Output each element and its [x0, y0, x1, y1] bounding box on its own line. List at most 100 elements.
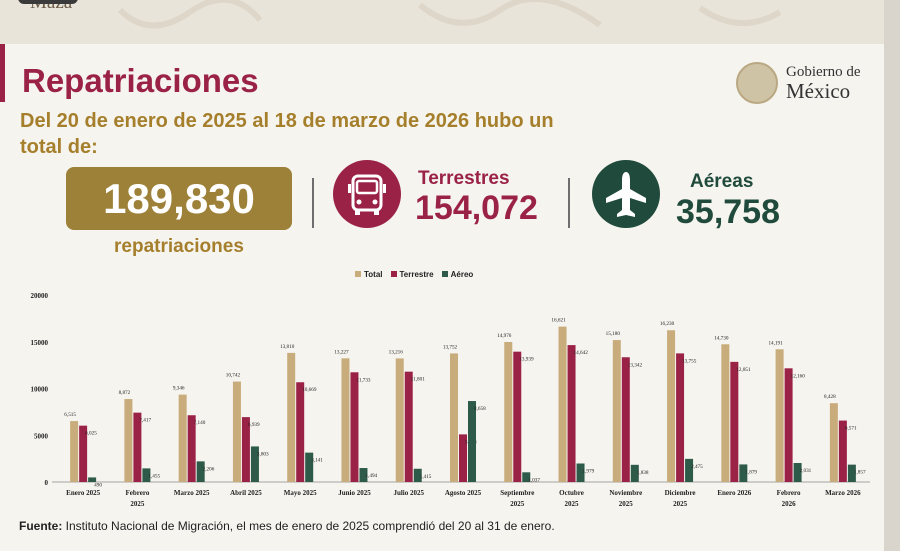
bar-total	[829, 403, 838, 482]
data-label: 7,417	[139, 418, 151, 424]
terrestres-value: 154,072	[415, 189, 538, 227]
bar-terrestre	[730, 361, 739, 482]
data-label: 15,180	[606, 331, 621, 337]
data-label: 16,230	[660, 321, 675, 327]
bar-total	[775, 349, 784, 482]
bar-aereo	[630, 464, 639, 482]
gov-logo-line1: Gobierno de	[786, 63, 861, 80]
source-text: Instituto Nacional de Migración, el mes …	[62, 519, 555, 533]
data-label: 1,415	[420, 474, 432, 480]
data-label: 8,658	[474, 406, 486, 412]
chart-legend: Total Terrestre Aéreo	[355, 270, 473, 279]
legend-label-aereo: Aéreo	[450, 270, 474, 279]
bar-terrestre	[513, 351, 522, 482]
y-tick-label: 20000	[31, 292, 49, 300]
data-label: 1,494	[365, 473, 377, 479]
bar-total	[341, 358, 350, 482]
data-label: 11,733	[356, 377, 370, 383]
aereas-value: 35,758	[676, 193, 780, 231]
x-tick-label: 2026	[782, 500, 797, 508]
source-label: Fuente:	[19, 519, 63, 533]
data-label: 14,642	[574, 350, 589, 356]
seal-icon	[736, 62, 778, 104]
data-label: 13,227	[334, 349, 349, 355]
legend-item-terrestre: Terrestre	[390, 270, 434, 279]
bar-terrestre	[621, 357, 630, 482]
bar-terrestre	[79, 425, 88, 482]
bar-terrestre	[838, 420, 847, 482]
bar-aereo	[522, 472, 531, 482]
bar-terrestre	[350, 372, 359, 482]
data-label: 11,801	[411, 377, 425, 383]
terrestres-label: Terrestres	[418, 168, 510, 189]
x-tick-label: 2025	[619, 500, 634, 508]
data-label: 1,838	[637, 470, 649, 476]
y-tick-label: 0	[45, 479, 49, 487]
x-tick-label: Marzo 2025	[174, 489, 210, 497]
bar-terrestre	[404, 371, 413, 482]
x-tick-label: Noviembre	[609, 489, 642, 497]
data-label: 6,025	[85, 431, 97, 437]
bar-total	[558, 326, 567, 482]
legend-label-terrestre: Terrestre	[399, 270, 434, 279]
bar-terrestre	[241, 417, 250, 482]
data-label: 13,755	[682, 358, 697, 364]
subtitle: Del 20 de enero de 2025 al 18 de marzo d…	[20, 110, 554, 158]
logo-arc-icon	[18, 0, 78, 4]
data-label: 2,475	[691, 464, 703, 470]
bar-total	[178, 394, 187, 482]
x-tick-label: Julio 2025	[393, 489, 424, 497]
data-label: 6,515	[64, 412, 76, 418]
bar-terrestre	[459, 434, 467, 482]
data-label: 7,140	[194, 420, 206, 426]
data-label: 8,872	[119, 390, 131, 396]
bar-total	[232, 381, 241, 482]
y-tick-label: 15000	[31, 339, 49, 347]
data-label: 2,206	[203, 466, 215, 472]
data-label: 16,621	[551, 318, 566, 324]
bar-aereo	[142, 468, 151, 482]
legend-swatch-terrestre	[390, 271, 397, 277]
bar-terrestre	[784, 368, 793, 482]
data-label: 6,939	[248, 422, 260, 428]
total-value: 189,830	[66, 167, 292, 230]
source-note: Fuente: Instituto Nacional de Migración,…	[19, 519, 555, 533]
data-label: 8,428	[824, 394, 836, 400]
data-label: 14,976	[497, 333, 512, 339]
gov-logo-line2: México	[786, 78, 851, 103]
x-tick-label: 2025	[673, 500, 688, 508]
page-title: Repatriaciones	[22, 62, 259, 99]
legend-item-total: Total	[355, 270, 383, 279]
x-tick-label: Agosto 2025	[445, 489, 482, 497]
bar-terrestre	[187, 415, 196, 482]
divider-right	[568, 178, 570, 228]
bar-aereo	[250, 446, 259, 482]
bar-total	[395, 358, 404, 482]
bar-aereo	[196, 461, 205, 482]
x-tick-label: Abril 2025	[230, 489, 262, 497]
bar-terrestre	[296, 382, 305, 482]
gobierno-logo: Gobierno de México	[736, 62, 861, 104]
bar-total	[124, 399, 133, 482]
right-edge	[884, 0, 900, 551]
bar-aereo	[576, 463, 585, 482]
data-label: 14,730	[714, 335, 729, 341]
bar-terrestre	[133, 412, 142, 482]
y-tick-label: 5000	[34, 432, 49, 440]
data-label: 1,879	[745, 469, 757, 475]
data-label: 1,979	[583, 468, 595, 474]
top-logo: Maza	[18, 0, 78, 14]
data-label: 13,939	[519, 357, 534, 363]
bar-aereo	[847, 464, 856, 482]
divider-left	[312, 178, 314, 228]
bar-terrestre	[676, 353, 685, 482]
total-label: repatriaciones	[114, 236, 244, 257]
data-label: 3,803	[257, 451, 269, 457]
data-label: 10,742	[226, 373, 241, 379]
x-tick-label: 2025	[130, 500, 145, 508]
bar-terrestre	[567, 345, 576, 482]
data-label: 12,851	[736, 367, 751, 373]
bar-total	[667, 330, 676, 482]
bar-total	[287, 352, 296, 482]
x-tick-label: Mayo 2025	[284, 489, 317, 497]
